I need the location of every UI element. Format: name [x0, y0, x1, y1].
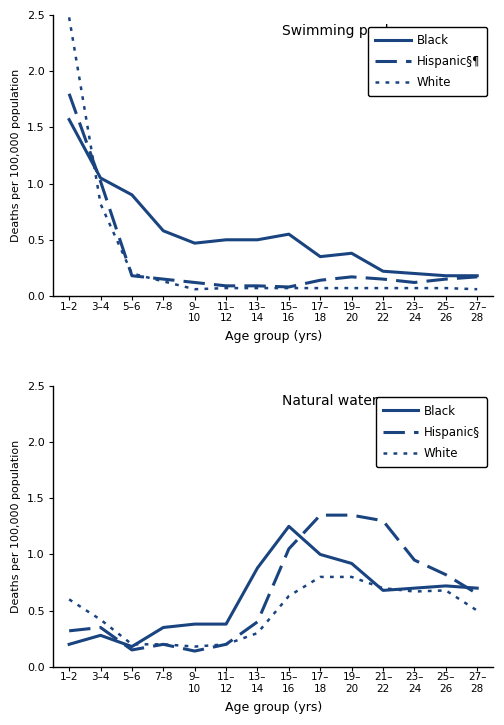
Y-axis label: Deaths per 100,000 population: Deaths per 100,000 population: [11, 440, 21, 613]
Legend: Black, Hispanic§¶, White: Black, Hispanic§¶, White: [368, 27, 487, 96]
Text: Natural water: Natural water: [282, 394, 377, 408]
Legend: Black, Hispanic§, White: Black, Hispanic§, White: [375, 397, 487, 467]
Y-axis label: Deaths per 100,000 population: Deaths per 100,000 population: [11, 69, 21, 242]
X-axis label: Age group (yrs): Age group (yrs): [225, 330, 322, 343]
Text: Swimming pool: Swimming pool: [282, 23, 389, 38]
X-axis label: Age group (yrs): Age group (yrs): [225, 701, 322, 714]
